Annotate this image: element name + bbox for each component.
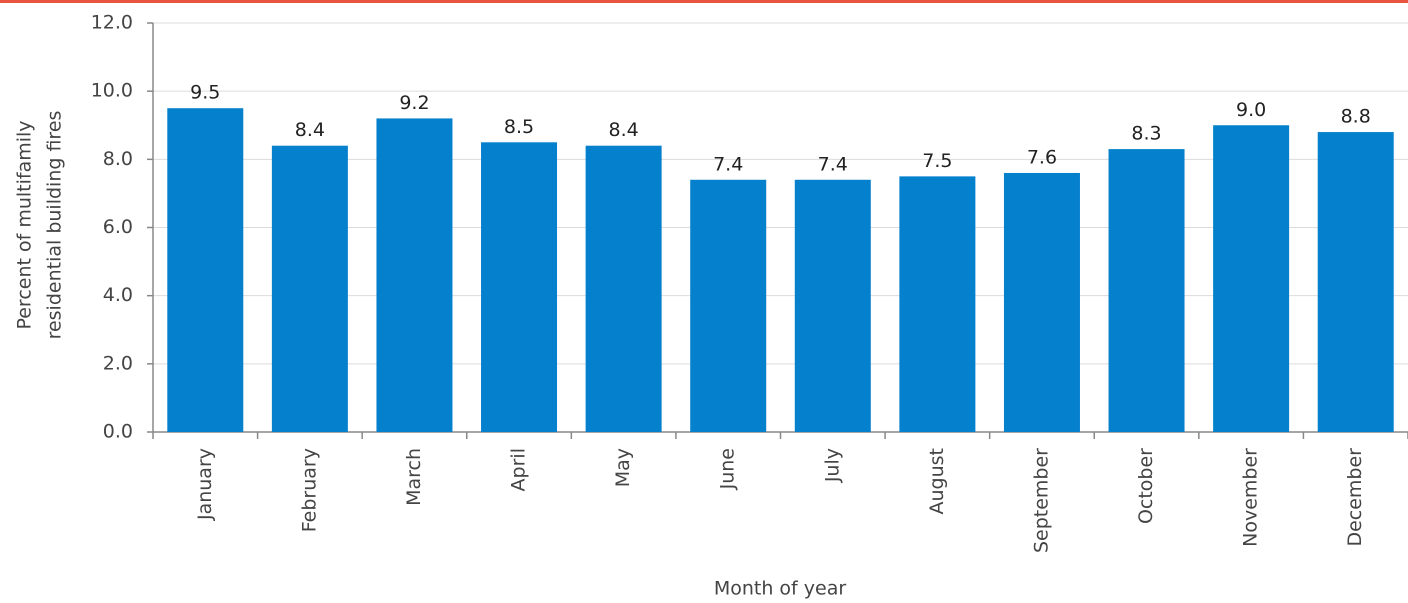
y-tick-label: 12.0 (91, 12, 133, 34)
x-tick-label: September (1030, 448, 1052, 553)
y-tick-label: 2.0 (103, 352, 133, 374)
bar (481, 142, 558, 432)
y-tick-label: 10.0 (91, 80, 133, 102)
x-tick-label: March (403, 448, 425, 506)
y-axis-title: Percent of multifamily residential build… (14, 111, 66, 340)
data-label: 7.4 (818, 153, 848, 175)
data-label: 9.5 (190, 82, 220, 104)
bar (899, 176, 976, 432)
y-axis-title-line: residential building fires (44, 111, 66, 340)
x-tick-label: April (508, 448, 530, 491)
data-label: 8.5 (504, 116, 534, 138)
bar (1003, 172, 1080, 432)
bar (271, 145, 348, 432)
x-tick-label: November (1240, 448, 1262, 547)
x-tick-label: December (1344, 448, 1366, 547)
bar (794, 179, 871, 432)
bar (376, 118, 453, 432)
data-label: 8.8 (1341, 106, 1371, 128)
y-tick-label: 6.0 (103, 216, 133, 238)
y-tick-label: 8.0 (103, 148, 133, 170)
bar (1213, 125, 1290, 432)
data-label: 7.6 (1027, 146, 1057, 168)
y-tick-label: 4.0 (103, 284, 133, 306)
y-tick-label: 0.0 (103, 421, 133, 443)
data-label: 7.5 (922, 150, 952, 172)
bar (1317, 132, 1394, 433)
x-tick-label: October (1135, 448, 1157, 524)
bar (1108, 149, 1185, 432)
y-axis-title-line: Percent of multifamily (14, 120, 36, 329)
top-rule (0, 0, 1408, 3)
x-tick-label: July (821, 448, 843, 483)
data-label: 8.4 (609, 119, 639, 141)
data-label: 8.3 (1131, 123, 1161, 145)
bar (585, 145, 662, 432)
x-axis-title: Month of year (714, 578, 847, 600)
x-tick-label: August (926, 448, 948, 515)
data-label: 9.0 (1236, 99, 1266, 121)
data-label: 9.2 (399, 92, 429, 114)
data-label: 7.4 (713, 153, 743, 175)
x-tick-label: February (298, 448, 320, 532)
bar (690, 179, 767, 432)
data-label: 8.4 (295, 119, 325, 141)
x-tick-label: January (194, 448, 216, 521)
x-tick-label: May (612, 448, 634, 487)
x-tick-label: June (717, 448, 739, 490)
bar (167, 108, 244, 432)
